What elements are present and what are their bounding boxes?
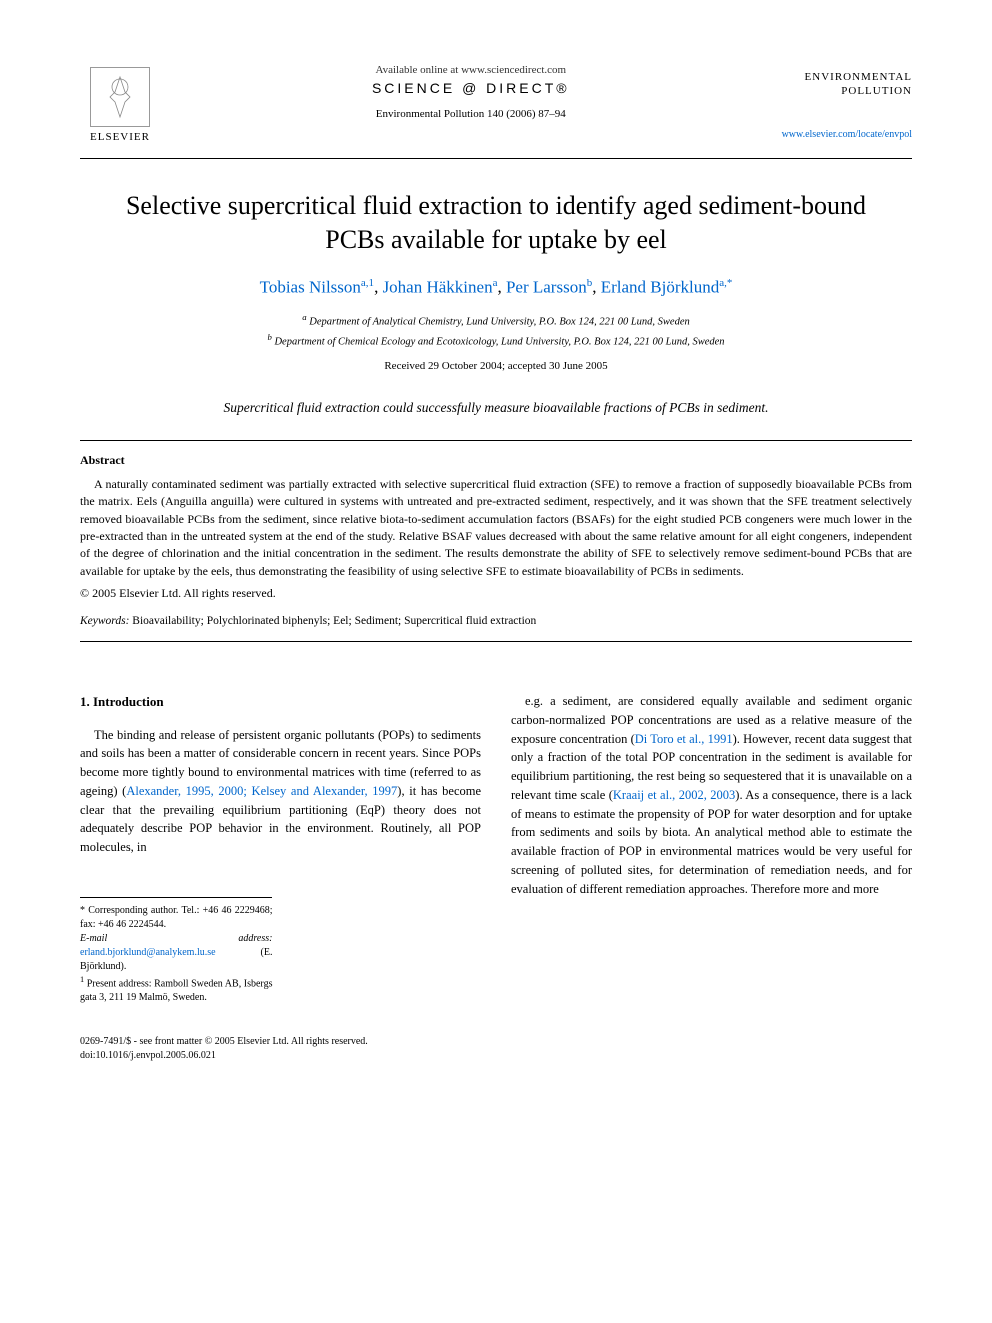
journal-name: ENVIRONMENTAL POLLUTION (782, 60, 912, 99)
copyright-text: © 2005 Elsevier Ltd. All rights reserved… (80, 586, 912, 601)
elsevier-tree-icon (90, 67, 150, 127)
ref-ditoro[interactable]: Di Toro et al., 1991 (635, 732, 733, 746)
highlight-statement: Supercritical fluid extraction could suc… (80, 400, 912, 416)
right-header: ENVIRONMENTAL POLLUTION www.elsevier.com… (782, 60, 912, 140)
intro-text-2c: ). As a consequence, there is a lack of … (511, 788, 912, 896)
journal-citation: Environmental Pollution 140 (2006) 87–94 (160, 108, 782, 120)
received-dates: Received 29 October 2004; accepted 30 Ju… (80, 360, 912, 372)
author-4[interactable]: Erland Björklund (601, 277, 720, 296)
email-link[interactable]: erland.bjorklund@analykem.lu.se (80, 947, 216, 958)
journal-name-line2: POLLUTION (841, 85, 912, 97)
present-sup: 1 (80, 975, 84, 984)
author-3-sup: b (587, 277, 593, 289)
footer-left: 0269-7491/$ - see front matter © 2005 El… (80, 1035, 368, 1063)
present-address-footnote: 1 Present address: Ramboll Sweden AB, Is… (80, 974, 272, 1005)
available-online: Available online at www.sciencedirect.co… (160, 64, 782, 76)
science-direct-logo: SCIENCE @ DIRECT® (160, 80, 782, 96)
doi-text: doi:10.1016/j.envpol.2005.06.021 (80, 1049, 368, 1063)
keywords-label: Keywords: (80, 615, 129, 627)
page-footer: 0269-7491/$ - see front matter © 2005 El… (80, 1035, 912, 1063)
author-4-sup: a,* (719, 277, 732, 289)
abstract-text: A naturally contaminated sediment was pa… (80, 476, 912, 580)
journal-url-link[interactable]: www.elsevier.com/locate/envpol (782, 129, 912, 140)
affiliations: a Department of Analytical Chemistry, Lu… (80, 311, 912, 350)
abstract-top-divider (80, 440, 912, 441)
author-3[interactable]: Per Larsson (506, 277, 587, 296)
authors-list: Tobias Nilssona,1, Johan Häkkinena, Per … (80, 277, 912, 298)
elsevier-logo: ELSEVIER (80, 60, 160, 150)
ref-alexander[interactable]: Alexander, 1995, 2000; Kelsey and Alexan… (126, 784, 397, 798)
article-title: Selective supercritical fluid extraction… (80, 189, 912, 257)
column-right: e.g. a sediment, are considered equally … (511, 692, 912, 1005)
issn-text: 0269-7491/$ - see front matter © 2005 El… (80, 1035, 368, 1049)
elsevier-text: ELSEVIER (90, 131, 150, 143)
footnotes: * Corresponding author. Tel.: +46 46 222… (80, 897, 272, 1005)
author-1-sup: a,1 (361, 277, 374, 289)
author-1[interactable]: Tobias Nilsson (260, 277, 361, 296)
author-2[interactable]: Johan Häkkinen (383, 277, 493, 296)
journal-name-line1: ENVIRONMENTAL (805, 71, 912, 83)
keywords-text: Bioavailability; Polychlorinated bipheny… (132, 615, 536, 627)
present-text: Present address: Ramboll Sweden AB, Isbe… (80, 978, 272, 1003)
affiliation-a: Department of Analytical Chemistry, Lund… (309, 317, 690, 328)
intro-paragraph-left: The binding and release of persistent or… (80, 726, 481, 857)
abstract-heading: Abstract (80, 453, 912, 468)
intro-heading: 1. Introduction (80, 692, 481, 712)
page-header: ELSEVIER Available online at www.science… (80, 60, 912, 150)
ref-kraaij[interactable]: Kraaij et al., 2002, 2003 (613, 788, 735, 802)
email-label: E-mail address: (80, 933, 272, 944)
center-header: Available online at www.sciencedirect.co… (160, 60, 782, 120)
keywords: Keywords: Bioavailability; Polychlorinat… (80, 615, 912, 627)
intro-paragraph-right: e.g. a sediment, are considered equally … (511, 692, 912, 898)
affiliation-b: Department of Chemical Ecology and Ecoto… (274, 336, 724, 347)
body-columns: 1. Introduction The binding and release … (80, 692, 912, 1005)
abstract-bottom-divider (80, 641, 912, 642)
corresponding-footnote: * Corresponding author. Tel.: +46 46 222… (80, 904, 272, 932)
header-divider (80, 158, 912, 159)
email-footnote: E-mail address: erland.bjorklund@analyke… (80, 932, 272, 974)
author-2-sup: a (493, 277, 498, 289)
column-left: 1. Introduction The binding and release … (80, 692, 481, 1005)
